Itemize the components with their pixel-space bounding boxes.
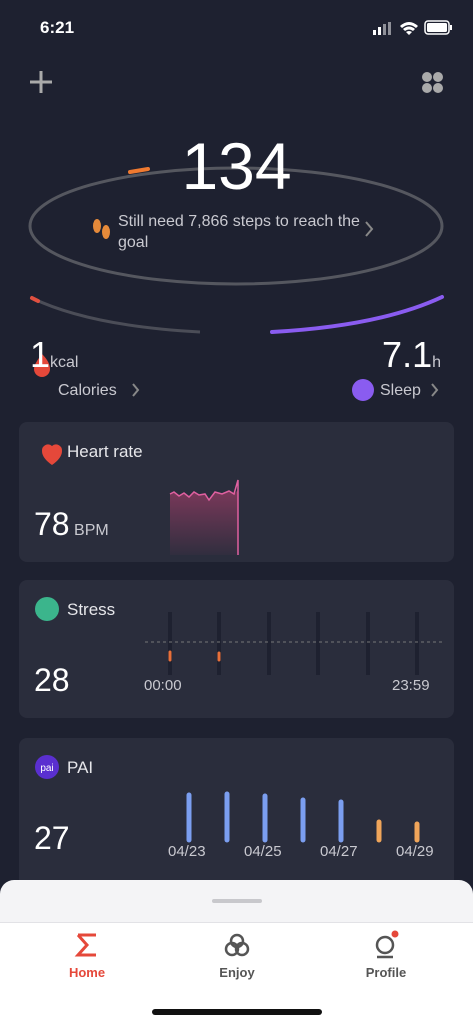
tab-label[interactable]: Enjoy <box>219 965 255 980</box>
card-title: Heart rate <box>67 442 143 461</box>
sleep-icon <box>352 379 374 401</box>
pai-value: 27 <box>34 820 70 856</box>
enjoy-icon <box>224 933 250 957</box>
heart-rate-graphics <box>41 444 239 555</box>
pai-graphics: pai <box>35 755 420 843</box>
pai-icon <box>35 755 59 779</box>
pai-icon-text: pai <box>40 763 53 774</box>
heart-rate-card[interactable]: Heart rate 78 BPM <box>19 422 454 562</box>
stress-end-label: 23:59 <box>392 677 430 694</box>
status-time: 6:21 <box>40 18 75 37</box>
sleep-label[interactable]: Sleep <box>380 382 421 399</box>
sleep-value: 7.1 <box>382 334 433 375</box>
stress-graphics <box>35 597 444 675</box>
chevron[interactable] <box>431 383 439 397</box>
card-title: Stress <box>67 600 116 619</box>
calories-unit: kcal <box>50 354 79 371</box>
calories-label[interactable]: Calories <box>58 382 117 399</box>
chevron[interactable] <box>365 221 374 237</box>
heart-rate-line <box>169 479 239 555</box>
calories-icon <box>34 354 50 377</box>
pai-date-label: 04/23 <box>168 843 206 860</box>
home-indicator <box>152 1009 322 1015</box>
menu-button[interactable] <box>422 72 443 93</box>
status-icons <box>373 20 452 35</box>
heart-rate-value: 78 <box>34 506 70 542</box>
heart-icon <box>41 444 63 465</box>
bottom-sheet: Home Enjoy Profile <box>0 880 473 1024</box>
sheet-handle[interactable] <box>212 899 262 903</box>
heart-rate-unit: BPM <box>74 522 109 539</box>
stress-icon <box>35 597 59 621</box>
steps-message[interactable]: Still need 7,866 steps to reach the goal <box>118 213 360 251</box>
pai-date-label: 04/27 <box>320 843 358 860</box>
home-icon <box>74 933 96 957</box>
pai-date-label: 04/25 <box>244 843 282 860</box>
step-count: 134 <box>181 129 292 203</box>
profile-icon <box>375 930 399 959</box>
calories-progress <box>30 296 40 303</box>
sleep-arc <box>270 295 444 334</box>
sleep-unit: h <box>432 354 441 371</box>
pai-card[interactable]: pai PAI 27 04/23 04/25 04/27 04/29 <box>19 738 454 898</box>
card-title: PAI <box>67 758 94 777</box>
calories-arc <box>31 296 201 334</box>
stress-start-label: 00:00 <box>144 677 182 694</box>
pai-date-label: 04/29 <box>396 843 434 860</box>
tab-label[interactable]: Home <box>68 965 106 980</box>
chevron[interactable] <box>132 383 140 397</box>
tab-bar: Home Enjoy Profile <box>0 922 473 1024</box>
add-button[interactable] <box>30 71 52 93</box>
tab-label[interactable]: Profile <box>365 965 407 980</box>
calories-value: 1 <box>30 334 51 375</box>
background-graphics <box>28 20 452 401</box>
stress-value: 28 <box>34 662 70 698</box>
heart-rate-area <box>170 490 238 555</box>
ring-accent <box>128 167 150 174</box>
footsteps-icon <box>93 219 110 239</box>
step-ring <box>28 166 444 286</box>
stress-card[interactable]: Stress 28 00:00 23:59 <box>19 580 454 718</box>
tab-icons <box>74 930 399 1015</box>
